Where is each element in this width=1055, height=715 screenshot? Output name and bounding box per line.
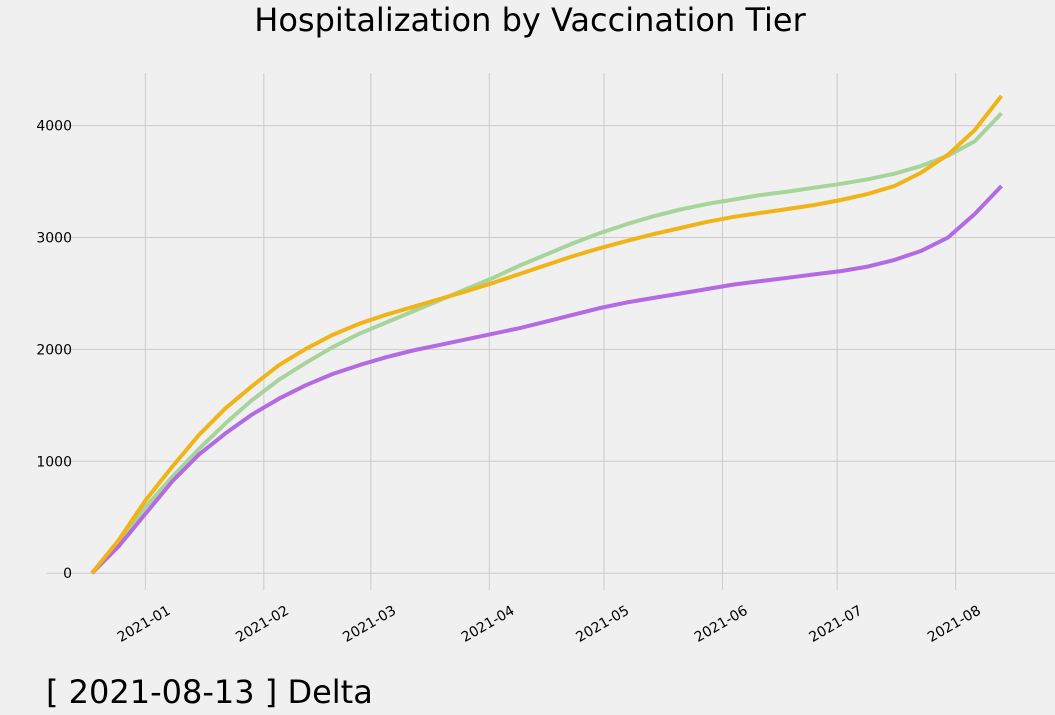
y-tick-label: 1000 [36,454,72,470]
chart-title: Hospitalization by Vaccination Tier [254,1,806,39]
series-line [90,111,1003,575]
y-tick-label: 3000 [36,231,72,247]
series-line [90,184,1003,575]
y-tick-label: 2000 [36,342,72,358]
y-tick-label: 0 [63,566,72,582]
annotation: [ 2021-08-13 ] Delta [46,673,373,711]
y-tick-label: 4000 [36,119,72,135]
series-line [90,94,1004,575]
